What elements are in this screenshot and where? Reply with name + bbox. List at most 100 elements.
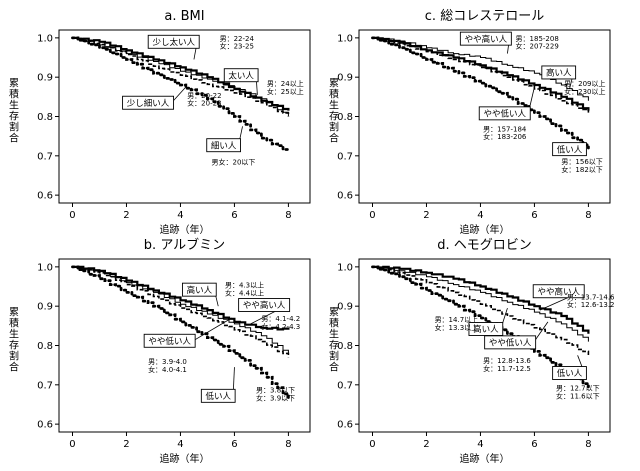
range-label: 男：14.7以上 bbox=[435, 315, 479, 324]
callout-label: やや低い人 bbox=[148, 336, 191, 347]
y-tick-label: 0.6 bbox=[37, 191, 53, 202]
range-label: 男：22-24 bbox=[220, 35, 255, 43]
callout-box bbox=[181, 282, 217, 297]
chart-panel-2: b. アルブミン 0 2 4 6 8 0.6 0.7 0.8 0.9 1.0 追跡（年） 累積生存割合 高… bbox=[9, 237, 311, 465]
series-line bbox=[372, 37, 590, 113]
callout-label: 太い人 bbox=[228, 70, 254, 81]
y-tick-label: 0.6 bbox=[37, 420, 53, 431]
chart-panel-1: c. 総コレステロール 0 2 4 6 8 0.6 0.7 0.8 0.9 1.0 追跡（年） 累積生存… bbox=[329, 9, 611, 236]
x-tick-label: 4 bbox=[477, 210, 483, 221]
callout-box bbox=[459, 31, 512, 46]
x-tick-label: 0 bbox=[369, 210, 375, 221]
y-tick-label: 1.0 bbox=[37, 262, 53, 273]
y-tick-label: 0.9 bbox=[37, 73, 53, 84]
callout-label: 高い人 bbox=[187, 285, 213, 296]
range-label: 女：11.6以下 bbox=[556, 391, 600, 400]
callout-box bbox=[238, 298, 291, 312]
callout-label: 細い人 bbox=[211, 140, 237, 151]
series-line bbox=[72, 37, 289, 117]
range-label: 女：182以下 bbox=[561, 165, 602, 174]
y-tick-label: 0.9 bbox=[337, 73, 353, 84]
y-axis-label: 累積生存割合 bbox=[9, 307, 19, 374]
y-tick-label: 1.0 bbox=[337, 33, 353, 44]
series-line bbox=[71, 36, 290, 154]
range-label: 女：13.3以上 bbox=[435, 323, 479, 332]
series-line bbox=[72, 36, 290, 111]
series-line bbox=[371, 265, 590, 389]
series-line bbox=[372, 266, 590, 356]
x-axis-label: 追跡（年） bbox=[160, 452, 210, 465]
range-label: 女：207-229 bbox=[516, 42, 559, 51]
x-axis-label: 追跡（年） bbox=[160, 223, 210, 236]
y-tick-label: 0.6 bbox=[337, 191, 353, 202]
chart-title: a. BMI bbox=[164, 9, 204, 24]
series-line bbox=[71, 265, 290, 400]
y-tick-label: 0.8 bbox=[337, 341, 353, 352]
range-label: 男：3.8以下 bbox=[256, 387, 295, 395]
x-tick-label: 6 bbox=[531, 210, 537, 221]
chart-panel-3: d. ヘモグロビン 0 2 4 6 8 0.6 0.7 0.8 0.9 1.0 追跡（年） 累積生存割合… bbox=[329, 238, 615, 465]
y-axis-label: 累積生存割合 bbox=[9, 78, 19, 145]
x-tick-label: 4 bbox=[177, 210, 183, 221]
x-tick-label: 0 bbox=[69, 210, 75, 221]
y-tick-label: 0.9 bbox=[37, 302, 53, 313]
chart-panel-0: a. BMI 0 2 4 6 8 0.6 0.7 0.8 0.9 1.0 追跡（年） 累積生存割合 少し太… bbox=[9, 9, 311, 236]
x-tick-label: 4 bbox=[477, 439, 483, 450]
callout-label: 低い人 bbox=[205, 391, 231, 402]
callout-box bbox=[147, 34, 200, 49]
range-label: 女：12.6-13.2 bbox=[567, 300, 615, 309]
callout-box bbox=[122, 95, 175, 110]
range-label: 女：20-23 bbox=[187, 99, 221, 108]
callout-box bbox=[484, 335, 537, 350]
y-axis-label: 累積生存割合 bbox=[329, 307, 339, 374]
range-label: 男：4.3以上 bbox=[225, 281, 264, 290]
range-label: 男：12.8-13.6 bbox=[483, 357, 531, 365]
callout-label: 低い人 bbox=[557, 368, 583, 379]
y-tick-label: 0.7 bbox=[337, 151, 353, 162]
callout-box bbox=[478, 106, 531, 121]
callout-box bbox=[541, 65, 577, 80]
x-tick-label: 8 bbox=[585, 210, 591, 221]
x-tick-label: 8 bbox=[285, 439, 291, 450]
range-label: 男：3.9-4.0 bbox=[148, 358, 187, 366]
callout-box bbox=[532, 284, 585, 299]
range-label: 女：11.7-12.5 bbox=[483, 364, 531, 373]
range-label: 男：4.1-4.2 bbox=[261, 315, 300, 323]
series-line bbox=[72, 266, 290, 358]
x-tick-label: 2 bbox=[123, 210, 129, 221]
range-label: 女：3.9以下 bbox=[256, 393, 295, 402]
y-axis-label: 累積生存割合 bbox=[329, 78, 339, 145]
range-label: 女：23-25 bbox=[220, 42, 254, 51]
range-label: 女：25以上 bbox=[267, 87, 304, 96]
x-axis-label: 追跡（年） bbox=[460, 452, 510, 465]
x-axis-label: 追跡（年） bbox=[460, 223, 510, 236]
x-tick-label: 6 bbox=[231, 210, 237, 221]
x-tick-label: 6 bbox=[231, 439, 237, 450]
callout-label: やや低い人 bbox=[483, 109, 526, 120]
callout-label: 少し太い人 bbox=[152, 37, 195, 48]
y-tick-label: 0.8 bbox=[37, 112, 53, 123]
series-line bbox=[371, 36, 590, 150]
callout-label: やや高い人 bbox=[243, 300, 286, 311]
callout-label: やや低い人 bbox=[489, 338, 532, 349]
series-line bbox=[372, 266, 589, 342]
range-label: 男：209以上 bbox=[564, 79, 605, 88]
callout-label: やや高い人 bbox=[465, 34, 508, 45]
y-tick-label: 0.9 bbox=[337, 302, 353, 313]
callout-label: 低い人 bbox=[557, 144, 583, 155]
callout-label: 高い人 bbox=[473, 324, 499, 335]
x-tick-label: 2 bbox=[423, 210, 429, 221]
chart-title: b. アルブミン bbox=[144, 237, 225, 253]
x-tick-label: 6 bbox=[531, 439, 537, 450]
y-tick-label: 0.6 bbox=[337, 420, 353, 431]
range-label: 女：183-206 bbox=[483, 132, 527, 141]
plot-frame bbox=[58, 29, 311, 204]
range-label: 男：20-22 bbox=[187, 92, 221, 100]
range-label: 男：157-184 bbox=[483, 125, 527, 133]
series-line bbox=[72, 37, 290, 117]
x-tick-label: 0 bbox=[69, 439, 75, 450]
range-label: 男：13.7-14.6 bbox=[567, 293, 615, 301]
x-tick-label: 4 bbox=[177, 439, 183, 450]
x-tick-label: 2 bbox=[123, 439, 129, 450]
